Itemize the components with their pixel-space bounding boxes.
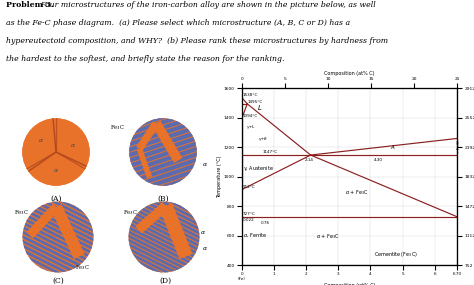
Text: $\alpha$: $\alpha$ [202, 245, 208, 251]
Text: 0.76: 0.76 [260, 221, 270, 225]
Text: 1538°C: 1538°C [242, 93, 258, 97]
Text: as the Fe-C phase diagram.  (a) Please select which microstructure (A, B, C or D: as the Fe-C phase diagram. (a) Please se… [6, 19, 350, 27]
Y-axis label: Temperature (°C): Temperature (°C) [217, 155, 222, 198]
Text: A: A [390, 145, 393, 150]
Text: hypereutectoid composition, and WHY?  (b) Please rank these microstructures by h: hypereutectoid composition, and WHY? (b)… [6, 37, 388, 45]
Text: $\rightarrow$Fe$_3$C: $\rightarrow$Fe$_3$C [456, 138, 464, 154]
Text: $\alpha$: $\alpha$ [202, 162, 208, 168]
Text: (D): (D) [159, 276, 171, 285]
Text: $\alpha$: $\alpha$ [38, 137, 44, 144]
Text: $\gamma$, Austenite: $\gamma$, Austenite [243, 164, 274, 173]
Text: Fe$_3$C: Fe$_3$C [14, 209, 29, 217]
Text: Fe$_3$C: Fe$_3$C [75, 264, 90, 272]
Text: $\alpha$: $\alpha$ [70, 142, 76, 149]
Text: (B): (B) [157, 195, 169, 203]
Text: 1495°C: 1495°C [247, 99, 263, 103]
Text: Cementite (Fe$_3$C): Cementite (Fe$_3$C) [374, 250, 418, 259]
Text: Problem 3.: Problem 3. [6, 1, 54, 9]
Text: $\alpha$ + Fe$_3$C: $\alpha$ + Fe$_3$C [316, 233, 339, 241]
Text: 912°C: 912°C [242, 185, 255, 189]
Text: the hardest to the softest, and briefly state the reason for the ranking.: the hardest to the softest, and briefly … [6, 55, 285, 63]
Circle shape [128, 201, 200, 272]
Text: 4.30: 4.30 [374, 158, 383, 162]
Text: (A): (A) [50, 195, 62, 203]
Text: Fe$_3$C: Fe$_3$C [110, 124, 125, 133]
Text: $\alpha$ + Fe$_3$C: $\alpha$ + Fe$_3$C [345, 188, 368, 197]
Text: 1394°C: 1394°C [242, 114, 258, 118]
Text: $\gamma$+L: $\gamma$+L [246, 123, 256, 131]
Text: L: L [258, 105, 262, 111]
Text: $\alpha$, Ferrite: $\alpha$, Ferrite [243, 232, 267, 239]
Text: 727°C: 727°C [242, 212, 255, 216]
Text: (C): (C) [52, 276, 64, 285]
Text: 2.14: 2.14 [305, 158, 313, 162]
X-axis label: Composition (wt% C): Composition (wt% C) [324, 283, 375, 285]
Circle shape [22, 118, 90, 186]
Text: $\alpha$: $\alpha$ [53, 167, 59, 174]
X-axis label: Composition (at% C): Composition (at% C) [324, 71, 375, 76]
Circle shape [23, 201, 93, 272]
Text: $\gamma$+$\delta$: $\gamma$+$\delta$ [258, 135, 268, 143]
Text: 1147°C: 1147°C [263, 150, 278, 154]
Text: Four microstructures of the iron-carbon alloy are shown in the picture below, as: Four microstructures of the iron-carbon … [40, 1, 376, 9]
Text: $\alpha$: $\alpha$ [200, 229, 206, 235]
Text: 0.022: 0.022 [242, 218, 254, 222]
Circle shape [129, 118, 197, 186]
Text: Fe$_3$C: Fe$_3$C [123, 209, 138, 217]
